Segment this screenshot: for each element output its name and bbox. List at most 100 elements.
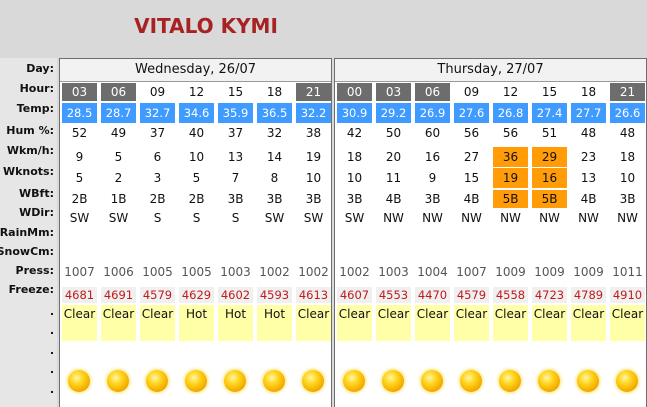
hour-cell: 18: [580, 85, 597, 99]
label-hum: Hum %:: [6, 124, 54, 137]
humidity-cell: 51: [541, 126, 558, 140]
hour-cell: 09: [149, 85, 166, 99]
forecast-column: 15 27.4 51 29 16 5B NW 1009 4723 Clear: [532, 59, 567, 407]
freeze-level-cell: 4789: [571, 287, 606, 303]
label-dot-3: .: [49, 344, 54, 357]
wind-dir-cell: SW: [108, 211, 129, 225]
humidity-cell: 40: [188, 126, 205, 140]
day-header: Wednesday, 26/07: [60, 59, 331, 82]
pressure-cell: 1003: [378, 265, 409, 279]
condition-cell: Hot: [218, 305, 253, 341]
pressure-cell: 1009: [573, 265, 604, 279]
label-snow: SnowCm:: [0, 245, 54, 258]
wind-kmh-cell: 29: [532, 147, 567, 167]
label-freeze: Freeze:: [8, 283, 54, 296]
temp-cell: 36.5: [257, 103, 292, 123]
forecast-column: 21 26.6 48 18 10 3B NW 1011 4910 Clear: [610, 59, 645, 407]
freeze-level-cell: 4613: [296, 287, 331, 303]
forecast-column: 00 30.9 42 18 10 3B SW 1002 4607 Clear: [337, 59, 372, 407]
sun-icon: [224, 370, 246, 392]
label-day: Day:: [26, 62, 54, 75]
freeze-level-cell: 4579: [454, 287, 489, 303]
humidity-cell: 38: [305, 126, 322, 140]
wind-dir-cell: NW: [617, 211, 638, 225]
label-wknots: Wknots:: [2, 165, 54, 178]
sun-icon: [185, 370, 207, 392]
wind-kmh-cell: 36: [493, 147, 528, 167]
forecast-column: 12 34.6 40 10 5 2B S 1005 4629 Hot: [179, 59, 214, 407]
sun-icon: [538, 370, 560, 392]
label-dot-1: .: [49, 305, 54, 318]
forecast-column: 15 35.9 37 13 7 3B S 1003 4602 Hot: [218, 59, 253, 407]
wind-dir-cell: S: [153, 211, 162, 225]
forecast-column: 21 32.2 38 19 10 3B SW 1002 4613 Clear: [296, 59, 331, 407]
sun-icon: [343, 370, 365, 392]
temp-cell: 27.6: [454, 103, 489, 123]
label-hour: Hour:: [19, 82, 54, 95]
hour-cell: 06: [415, 83, 450, 101]
condition-cell: Clear: [415, 305, 450, 341]
row-labels: Day: Hour: Temp: Hum %: Wkm/h: Wknots: W…: [0, 58, 57, 407]
forecast-column: 12 26.8 56 36 19 5B NW 1009 4558 Clear: [493, 59, 528, 407]
sun-icon: [302, 370, 324, 392]
wind-knots-cell: 5: [75, 171, 84, 185]
wind-knots-cell: 19: [493, 168, 528, 188]
wind-dir-cell: NW: [383, 211, 404, 225]
temp-cell: 34.6: [179, 103, 214, 123]
wind-bft-cell: 5B: [493, 190, 528, 208]
humidity-cell: 37: [227, 126, 244, 140]
wind-knots-cell: 10: [305, 171, 322, 185]
wind-knots-cell: 8: [270, 171, 279, 185]
wind-knots-cell: 11: [385, 171, 402, 185]
wind-knots-cell: 2: [114, 171, 123, 185]
freeze-level-cell: 4629: [179, 287, 214, 303]
wind-kmh-cell: 20: [385, 150, 402, 164]
sun-icon: [107, 370, 129, 392]
hour-cell: 12: [188, 85, 205, 99]
hour-cell: 06: [101, 83, 136, 101]
humidity-cell: 60: [424, 126, 441, 140]
wind-dir-cell: NW: [422, 211, 443, 225]
sun-icon: [382, 370, 404, 392]
condition-cell: Clear: [454, 305, 489, 341]
wind-knots-cell: 9: [428, 171, 437, 185]
freeze-level-cell: 4558: [493, 287, 528, 303]
hour-cell: 15: [227, 85, 244, 99]
freeze-level-cell: 4579: [140, 287, 175, 303]
pressure-cell: 1009: [495, 265, 526, 279]
pressure-cell: 1009: [534, 265, 565, 279]
label-wkm: Wkm/h:: [6, 144, 54, 157]
condition-cell: Clear: [493, 305, 528, 341]
pressure-cell: 1007: [456, 265, 487, 279]
sun-icon: [616, 370, 638, 392]
forecast-column: 18 36.5 32 14 8 3B SW 1002 4593 Hot: [257, 59, 292, 407]
condition-cell: Clear: [532, 305, 567, 341]
freeze-level-cell: 4910: [610, 287, 645, 303]
condition-cell: Clear: [610, 305, 645, 341]
wind-dir-cell: NW: [539, 211, 560, 225]
wind-bft-cell: 3B: [227, 192, 244, 206]
pressure-cell: 1002: [339, 265, 370, 279]
wind-kmh-cell: 18: [619, 150, 636, 164]
wind-knots-cell: 7: [231, 171, 240, 185]
hour-cell: 03: [376, 83, 411, 101]
condition-cell: Clear: [571, 305, 606, 341]
sun-icon: [460, 370, 482, 392]
forecast-column: 09 32.7 37 6 3 2B S 1005 4579 Clear: [140, 59, 175, 407]
label-rain: RainMm:: [0, 226, 54, 239]
freeze-level-cell: 4602: [218, 287, 253, 303]
humidity-cell: 48: [580, 126, 597, 140]
wind-bft-cell: 3B: [424, 192, 441, 206]
wind-kmh-cell: 19: [305, 150, 322, 164]
wind-dir-cell: S: [231, 211, 240, 225]
forecast-column: 03 29.2 50 20 11 4B NW 1003 4553 Clear: [376, 59, 411, 407]
wind-dir-cell: S: [192, 211, 201, 225]
pressure-cell: 1003: [220, 265, 251, 279]
pressure-cell: 1002: [259, 265, 290, 279]
wind-kmh-cell: 5: [114, 150, 123, 164]
pressure-cell: 1004: [417, 265, 448, 279]
forecast-column: 06 28.7 49 5 2 1B SW 1006 4691 Clear: [101, 59, 136, 407]
wind-bft-cell: 2B: [149, 192, 166, 206]
wind-knots-cell: 15: [463, 171, 480, 185]
label-wdir: WDir:: [19, 206, 54, 219]
